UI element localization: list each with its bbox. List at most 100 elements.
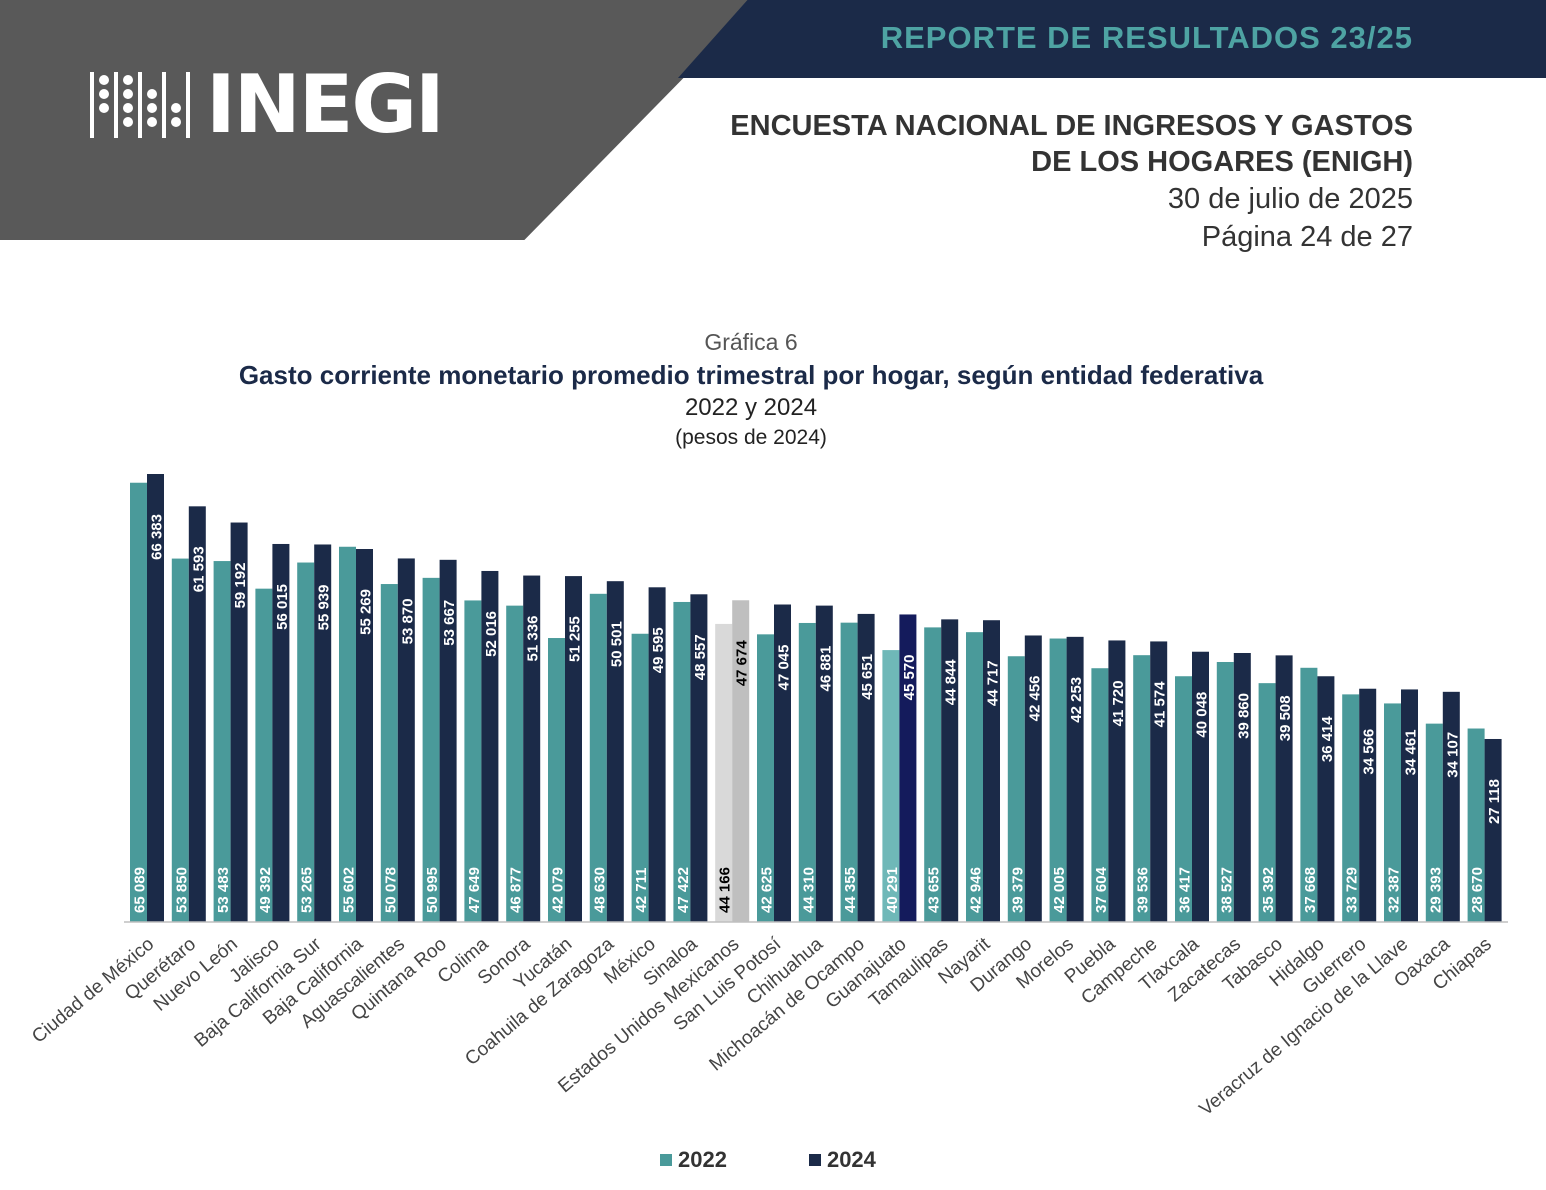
value-label-michoacan-de-ocampo-2022: 44 355 xyxy=(842,867,859,913)
bar-tlaxcala-2022 xyxy=(1175,676,1192,922)
value-label-tamaulipas-2024: 44 844 xyxy=(943,659,960,706)
value-label-hidalgo-2024: 36 414 xyxy=(1319,716,1336,763)
value-label-baja-california-2024: 55 269 xyxy=(358,589,375,635)
value-label-nuevo-leon-2022: 53 483 xyxy=(215,867,232,913)
bar-ciudad-de-mexico-2022 xyxy=(130,482,147,922)
bar-michoacan-de-ocampo-2022 xyxy=(840,622,858,922)
value-label-sonora-2022: 46 877 xyxy=(508,867,525,913)
bar-zacatecas-2022 xyxy=(1216,661,1234,922)
value-label-tabasco-2024: 39 508 xyxy=(1277,695,1294,741)
bar-hidalgo-2024 xyxy=(1317,676,1335,922)
bar-queretaro-2024 xyxy=(188,506,206,922)
bar-baja-california-sur-2024 xyxy=(314,544,332,922)
bar-queretaro-2022 xyxy=(171,558,189,922)
value-label-chihuahua-2022: 44 310 xyxy=(800,867,817,913)
value-label-chihuahua-2024: 46 881 xyxy=(817,646,834,692)
value-label-durango-2022: 39 379 xyxy=(1009,867,1026,913)
bar-estados-unidos-mexicanos-2024 xyxy=(732,600,750,922)
bar-quintana-roo-2024 xyxy=(439,559,457,922)
value-label-san-luis-potosi-2024: 47 045 xyxy=(776,645,793,691)
bar-veracruz-de-ignacio-de-la-llave-2024 xyxy=(1401,689,1418,922)
value-label-guerrero-2024: 34 566 xyxy=(1361,729,1378,775)
bar-tabasco-2022 xyxy=(1258,683,1276,922)
value-label-zacatecas-2022: 38 527 xyxy=(1218,867,1235,913)
value-label-chiapas-2022: 28 670 xyxy=(1469,867,1486,913)
bar-estados-unidos-mexicanos-2022 xyxy=(715,623,733,922)
bar-guanajuato-2024 xyxy=(899,614,917,922)
bar-colima-2022 xyxy=(464,600,482,922)
bar-tamaulipas-2024 xyxy=(941,619,959,922)
bar-chiapas-2024 xyxy=(1484,738,1502,922)
chart-unit: (pesos de 2024) xyxy=(675,426,827,449)
value-label-jalisco-2022: 49 392 xyxy=(257,867,274,913)
bar-tlaxcala-2024 xyxy=(1192,651,1209,922)
value-label-yucatan-2024: 51 255 xyxy=(567,616,584,662)
value-label-tlaxcala-2022: 36 417 xyxy=(1177,867,1194,913)
bar-michoacan-de-ocampo-2024 xyxy=(857,613,875,922)
value-label-baja-california-2022: 55 602 xyxy=(341,867,358,913)
value-label-puebla-2024: 41 720 xyxy=(1110,680,1127,726)
bar-aguascalientes-2024 xyxy=(397,558,415,922)
value-label-morelos-2022: 42 005 xyxy=(1051,867,1068,913)
bar-yucatan-2024 xyxy=(565,576,582,922)
value-label-nuevo-leon-2024: 59 192 xyxy=(232,563,249,609)
bar-durango-2024 xyxy=(1024,635,1042,922)
bar-tabasco-2024 xyxy=(1275,655,1293,922)
document-date: 30 de julio de 2025 xyxy=(1167,183,1413,215)
bar-morelos-2022 xyxy=(1049,638,1067,922)
legend-item-2022: 2022 xyxy=(660,1147,727,1173)
value-label-tamaulipas-2022: 43 655 xyxy=(926,867,943,913)
value-label-nayarit-2022: 42 946 xyxy=(968,867,985,913)
value-label-durango-2024: 42 456 xyxy=(1026,675,1043,721)
bar-chiapas-2022 xyxy=(1467,728,1485,922)
value-label-campeche-2022: 39 536 xyxy=(1135,867,1152,913)
value-label-queretaro-2024: 61 593 xyxy=(190,546,207,592)
value-label-quintana-roo-2024: 53 667 xyxy=(441,600,458,646)
value-label-guanajuato-2024: 45 570 xyxy=(901,654,918,700)
survey-title-line2: DE LOS HOGARES (ENIGH) xyxy=(1031,146,1413,178)
bar-mexico-2024 xyxy=(648,587,666,922)
bar-zacatecas-2024 xyxy=(1233,652,1251,922)
bar-sonora-2024 xyxy=(523,575,541,922)
value-label-san-luis-potosi-2022: 42 625 xyxy=(759,867,776,913)
value-label-hidalgo-2022: 37 668 xyxy=(1302,867,1319,913)
bar-ciudad-de-mexico-2024 xyxy=(147,474,164,922)
bar-oaxaca-2022 xyxy=(1425,723,1443,922)
value-label-coahuila-de-zaragoza-2022: 48 630 xyxy=(591,867,608,913)
legend-label-2024: 2024 xyxy=(826,1147,876,1172)
chart-legend: 2022 2024 xyxy=(660,1147,876,1173)
value-label-guanajuato-2022: 40 291 xyxy=(884,867,901,913)
value-label-jalisco-2024: 56 015 xyxy=(274,584,291,630)
legend-label-2022: 2022 xyxy=(678,1147,727,1172)
chart-subtitle: 2022 y 2024 xyxy=(684,394,818,421)
inegi-logo: INEGI xyxy=(90,58,445,151)
bar-guerrero-2024 xyxy=(1359,688,1377,922)
bar-nuevo-leon-2024 xyxy=(230,522,248,922)
bar-jalisco-2024 xyxy=(272,543,290,922)
value-label-tabasco-2022: 35 392 xyxy=(1260,867,1277,913)
value-label-morelos-2024: 42 253 xyxy=(1068,677,1085,723)
bar-jalisco-2022 xyxy=(255,588,273,922)
bar-durango-2022 xyxy=(1007,656,1025,922)
inegi-logo-text: INEGI xyxy=(206,58,445,151)
bar-nayarit-2024 xyxy=(983,620,1000,922)
bar-puebla-2024 xyxy=(1108,640,1126,922)
value-label-yucatan-2022: 42 079 xyxy=(550,867,567,913)
value-label-campeche-2024: 41 574 xyxy=(1152,681,1169,728)
bar-san-luis-potosi-2024 xyxy=(774,604,791,922)
legend-item-2024: 2024 xyxy=(808,1147,876,1173)
bar-chihuahua-2022 xyxy=(798,622,816,922)
value-label-chiapas-2024: 27 118 xyxy=(1486,779,1503,824)
report-title: REPORTE DE RESULTADOS 23/25 xyxy=(880,20,1413,55)
value-label-tlaxcala-2024: 40 048 xyxy=(1194,692,1211,738)
value-label-coahuila-de-zaragoza-2024: 50 501 xyxy=(608,621,625,667)
bar-sinaloa-2022 xyxy=(673,601,691,922)
bar-colima-2024 xyxy=(481,570,499,922)
bar-tamaulipas-2022 xyxy=(924,627,942,922)
bar-sonora-2022 xyxy=(506,605,524,922)
bar-hidalgo-2022 xyxy=(1300,667,1318,922)
bar-puebla-2022 xyxy=(1091,668,1109,922)
bar-nayarit-2022 xyxy=(966,632,983,922)
bar-coahuila-de-zaragoza-2022 xyxy=(589,593,607,922)
value-label-oaxaca-2024: 34 107 xyxy=(1444,732,1461,778)
